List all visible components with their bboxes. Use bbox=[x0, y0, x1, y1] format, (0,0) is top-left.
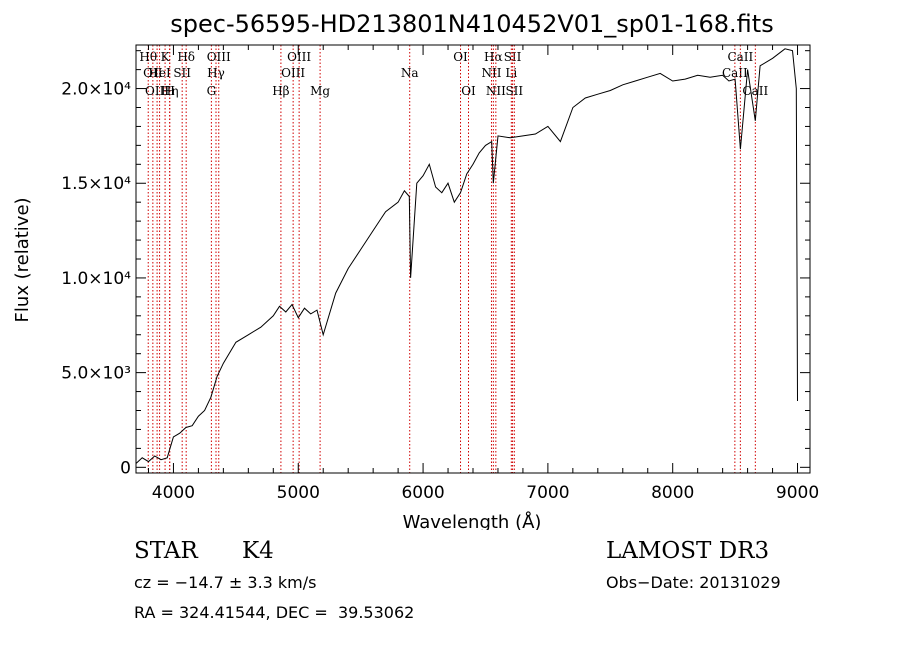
y-tick-label: 2.0×10⁴ bbox=[61, 80, 131, 100]
x-tick-label: 7000 bbox=[526, 483, 569, 503]
y-tick-label: 5.0×10³ bbox=[61, 364, 131, 384]
object-subclass: K4 bbox=[242, 538, 274, 564]
spectral-line-label: OI bbox=[453, 50, 468, 64]
spectral-line-markers: HθOIIOIIIHeIKHHηSIIHδGHγOIIIHβOIIIOIIIMg… bbox=[139, 45, 768, 473]
spectral-line-label: CaII bbox=[722, 66, 748, 80]
spectral-line-label: Hγ bbox=[207, 66, 225, 80]
coords-text: RA = 324.41544, DEC = 39.53062 bbox=[134, 603, 415, 622]
spectrum-chart: spec-56595-HD213801N410452V01_sp01-168.f… bbox=[12, 10, 819, 530]
spectral-line-label: Hα bbox=[484, 50, 503, 64]
spectral-line-label: OII bbox=[143, 66, 163, 80]
spectral-line-label: OIII bbox=[145, 84, 169, 98]
y-tick-label: 1.5×10⁴ bbox=[61, 174, 131, 194]
spectral-line-label: SII bbox=[173, 66, 191, 80]
spectral-line-label: OIII bbox=[207, 50, 231, 64]
redshift-text: cz = −14.7 ± 3.3 km/s bbox=[134, 573, 317, 592]
survey-name: LAMOST DR3 bbox=[606, 538, 770, 564]
obs-date-text: Obs−Date: 20131029 bbox=[606, 573, 781, 592]
spectral-line-label: Li bbox=[505, 66, 517, 80]
spectral-line-label: SII bbox=[504, 50, 522, 64]
spectral-line-label: Hη bbox=[161, 84, 179, 98]
x-tick-label: 8000 bbox=[651, 483, 694, 503]
spectral-line-label: SII bbox=[505, 84, 523, 98]
spectral-line-label: Hδ bbox=[177, 50, 195, 64]
spectrum-series bbox=[135, 48, 798, 464]
x-tick-label: 4000 bbox=[152, 483, 195, 503]
spectral-line-label: OI bbox=[461, 84, 476, 98]
x-axis-label: Wavelength (Å) bbox=[403, 511, 542, 530]
x-tick-label: 9000 bbox=[776, 483, 819, 503]
spectral-line-label: Mg bbox=[310, 84, 330, 98]
axis-ticks: 4000 5000 6000 7000 8000 9000 0 5.0×10³ 1.0×10⁴ 1… bbox=[61, 45, 819, 503]
spectral-line-label: NII bbox=[486, 84, 506, 98]
spectral-line-label: Hθ bbox=[139, 50, 157, 64]
y-axis-label: Flux (relative) bbox=[12, 197, 33, 322]
spectral-line-label: K bbox=[161, 50, 171, 64]
spectral-line-label: HeI bbox=[148, 66, 171, 80]
x-tick-label: 6000 bbox=[401, 483, 444, 503]
spectral-line-label: NII bbox=[481, 66, 501, 80]
spectral-line-label: G bbox=[207, 84, 217, 98]
plot-frame bbox=[135, 44, 811, 474]
x-tick-label: 5000 bbox=[277, 483, 320, 503]
spectral-line-label: OIII bbox=[287, 50, 311, 64]
spectral-line-label: CaII bbox=[742, 84, 768, 98]
spectral-line-label: OIII bbox=[281, 66, 305, 80]
spectral-line-label: Hβ bbox=[272, 84, 289, 98]
y-tick-label: 1.0×10⁴ bbox=[61, 269, 131, 289]
chart-title: spec-56595-HD213801N410452V01_sp01-168.f… bbox=[170, 10, 773, 38]
spectral-line-label: Na bbox=[401, 66, 419, 80]
object-class: STAR bbox=[134, 538, 198, 564]
spectral-line-label: CaII bbox=[727, 50, 753, 64]
y-tick-label: 0 bbox=[120, 458, 131, 478]
